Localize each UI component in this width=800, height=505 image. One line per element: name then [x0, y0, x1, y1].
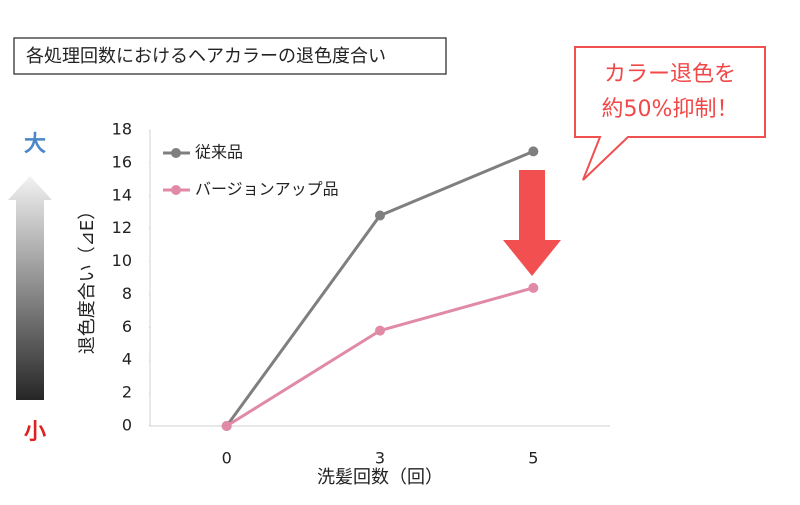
y-axis-label: 退色度合い（⊿E） [77, 202, 98, 354]
x-axis-label: 洗髪回数（回） [317, 466, 443, 488]
point [375, 325, 385, 336]
y-tick-label: 10 [112, 251, 132, 270]
y-tick-label: 0 [122, 416, 132, 435]
scale-arrow [8, 176, 52, 400]
y-tick-label: 12 [112, 218, 132, 237]
x-tick-label: 3 [375, 449, 385, 468]
y-tick-label: 16 [112, 152, 132, 171]
title-box [13, 37, 447, 75]
callout [574, 46, 766, 181]
y-tick-label: 18 [112, 120, 132, 139]
y-tick-label: 8 [122, 284, 132, 303]
y-tick-label: 4 [122, 350, 132, 369]
callout-text: カラー退色を [604, 62, 736, 87]
legend-marker [171, 185, 181, 195]
x-tick-label: 5 [528, 449, 538, 468]
x-tick-label: 0 [222, 449, 232, 468]
y-tick-label: 6 [122, 317, 132, 336]
scale-top-label: 大 [24, 132, 46, 157]
y-tick-label: 2 [122, 383, 132, 402]
legend-label: バージョンアップ品 [195, 180, 339, 199]
callout-text: 約50%抑制！ [602, 97, 739, 122]
point [221, 421, 232, 431]
point [528, 282, 539, 293]
down-arrow [503, 170, 561, 276]
y-tick-label: 14 [112, 185, 132, 204]
series-line [225, 286, 534, 428]
legend-label: 従来品 [195, 143, 243, 162]
point [375, 210, 385, 221]
point [528, 146, 539, 157]
legend-marker [171, 148, 181, 158]
chart-title: 各処理回数におけるヘアカラーの退色度合い [26, 46, 386, 67]
scale-bottom-label: 小 [24, 420, 46, 445]
